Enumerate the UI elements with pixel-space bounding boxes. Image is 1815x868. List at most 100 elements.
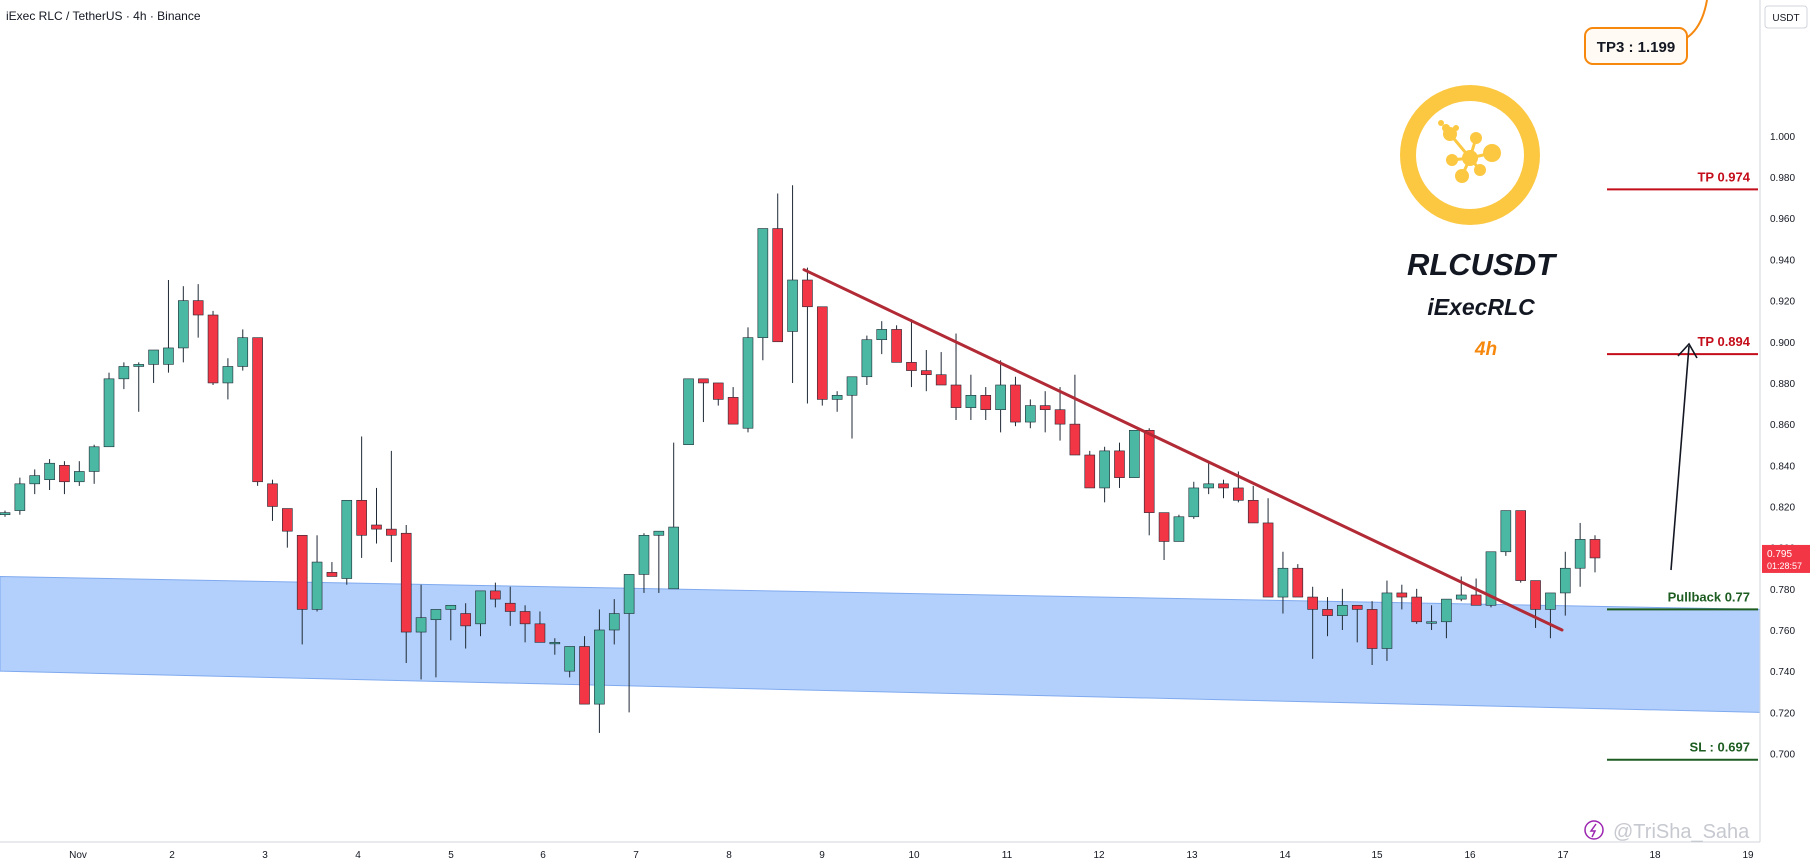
tp3-callout[interactable]: TP3 : 1.199	[1584, 0, 1708, 65]
candle-body	[549, 642, 561, 645]
level-sl[interactable]: SL : 0.697	[1607, 740, 1758, 761]
candle	[1025, 399, 1036, 429]
price-tick-label: 0.900	[1770, 338, 1795, 349]
candle-body	[430, 609, 442, 621]
candle-body	[653, 530, 665, 536]
candle-body	[727, 397, 739, 425]
candle-body	[400, 532, 412, 633]
candle	[594, 609, 605, 733]
candle	[88, 444, 100, 484]
candle	[727, 387, 739, 425]
candle	[400, 525, 412, 663]
candle	[579, 636, 590, 705]
candle	[1545, 592, 1556, 639]
candle	[1470, 578, 1482, 606]
price-tick-label: 0.700	[1770, 750, 1795, 761]
candle-body	[1084, 454, 1096, 489]
time-tick-label: 13	[1186, 850, 1198, 861]
candle	[1500, 510, 1512, 556]
candle-body	[118, 366, 130, 380]
candle	[1396, 584, 1408, 610]
candle-body	[891, 329, 902, 363]
candle-body	[1530, 580, 1541, 610]
candle	[995, 360, 1006, 433]
candle	[1485, 551, 1497, 608]
candle	[1173, 514, 1185, 542]
time-tick-label: 12	[1093, 850, 1105, 861]
candle-body	[1574, 539, 1586, 569]
currency-label: USDT	[1772, 13, 1799, 24]
candle	[638, 533, 650, 593]
candle	[935, 352, 947, 386]
bolt-icon	[1584, 820, 1604, 840]
candle	[1114, 442, 1125, 488]
candle	[430, 609, 442, 678]
candle-body	[311, 561, 323, 610]
candle	[222, 358, 234, 400]
candle-body	[1143, 429, 1155, 513]
candle-body	[1455, 594, 1467, 600]
watermark: @TriSha_Saha	[1584, 820, 1750, 843]
time-axis[interactable]: Nov 2 3 4 5 6 7 8 9 10 11 12 13 14 15 16 17 18 19	[0, 841, 1760, 861]
candle-body	[148, 349, 159, 365]
candle	[192, 284, 204, 338]
candle-body	[88, 446, 100, 472]
candle-body	[1337, 604, 1348, 616]
level-tp1[interactable]: TP 0.894	[1607, 334, 1758, 356]
time-tick-label: 3	[262, 850, 268, 861]
brand-name: iExecRLC	[1427, 294, 1535, 320]
candle-body	[1545, 592, 1556, 610]
candle-body	[802, 279, 813, 308]
candle-body	[831, 394, 843, 400]
candle-body	[192, 300, 204, 316]
candle-body	[1559, 567, 1571, 594]
candle	[816, 306, 828, 406]
candle-body	[504, 602, 516, 612]
candle-body	[44, 462, 55, 481]
candle	[712, 382, 724, 406]
level-label: Pullback 0.77	[1668, 589, 1750, 604]
candle-body	[1366, 609, 1378, 649]
time-tick-label: 11	[1002, 850, 1013, 861]
candle	[490, 582, 501, 608]
candle-body	[1485, 551, 1497, 606]
candle-body	[252, 337, 263, 483]
candle-body	[163, 347, 174, 365]
price-tick-label: 0.740	[1770, 667, 1795, 678]
candle	[73, 461, 85, 486]
candle-body	[1218, 483, 1229, 489]
price-axis[interactable]: 1.000 0.980 0.960 0.940 0.920 0.900 0.880 0.860…	[1759, 0, 1795, 842]
candle-body	[1470, 594, 1482, 606]
candle-body	[594, 629, 605, 705]
candle	[549, 638, 561, 655]
time-tick-label: 19	[1742, 850, 1754, 861]
candle	[698, 378, 709, 423]
candle	[29, 469, 41, 495]
candle	[564, 646, 575, 678]
candle-body	[178, 300, 189, 349]
iexec-logo	[1400, 85, 1540, 225]
trendline[interactable]	[802, 268, 1564, 632]
candle	[1366, 601, 1378, 665]
time-tick-label: 10	[908, 850, 920, 861]
candle	[1188, 481, 1200, 519]
candle	[1099, 446, 1110, 503]
candle-body	[1277, 567, 1289, 598]
candle-body	[1396, 592, 1408, 598]
candle-body	[460, 613, 471, 627]
price-tick-label: 1.000	[1770, 132, 1795, 143]
level-pullback[interactable]: Pullback 0.77	[1607, 589, 1758, 611]
time-tick-label: 5	[448, 850, 454, 861]
level-tp2[interactable]: TP 0.974	[1607, 169, 1758, 191]
currency-badge[interactable]: USDT	[1764, 5, 1808, 29]
candle-body	[1114, 450, 1125, 478]
candle-body	[237, 337, 249, 367]
candle-body	[980, 394, 992, 411]
candle-body	[1010, 384, 1021, 423]
candle	[1010, 376, 1021, 427]
candle-body	[1292, 567, 1304, 598]
candle	[1351, 604, 1363, 643]
candle	[519, 605, 531, 643]
brand-timeframe: 4h	[1474, 339, 1497, 360]
